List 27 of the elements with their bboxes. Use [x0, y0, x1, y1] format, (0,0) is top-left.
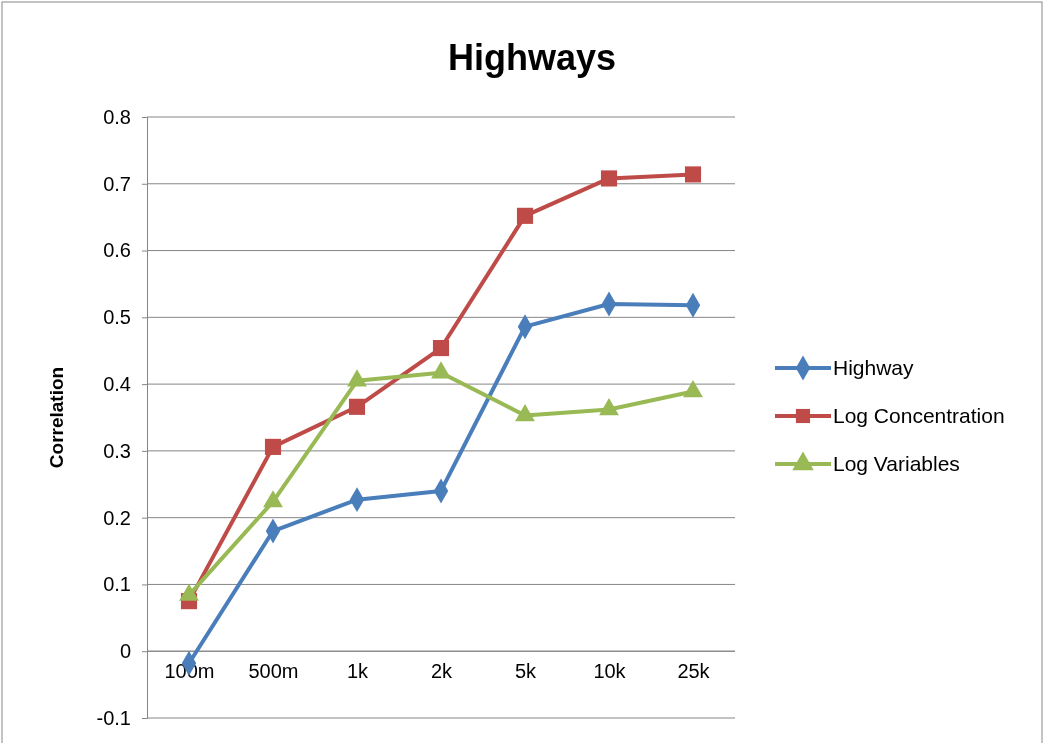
- y-tick-label: 0.8: [103, 105, 131, 128]
- y-tick-label: 0.3: [103, 439, 131, 462]
- y-axis-title: Correlation: [46, 366, 67, 469]
- y-tick-label: 0.1: [103, 573, 131, 596]
- y-tick-label: 0: [119, 640, 131, 663]
- x-tick-label: 5k: [514, 660, 538, 683]
- x-tick-label: 2k: [430, 660, 454, 683]
- point: [516, 207, 534, 224]
- legend-label: Log Concentration: [833, 404, 1005, 427]
- point: [264, 438, 282, 455]
- point: [348, 398, 366, 415]
- y-tick-label: 0.5: [103, 306, 131, 329]
- y-tick-label: 0.2: [103, 506, 131, 529]
- x-tick-label: 25k: [677, 660, 711, 683]
- x-tick-label: 10k: [593, 660, 627, 683]
- point: [600, 170, 618, 187]
- x-tick-label: 500m: [248, 660, 299, 683]
- y-tick-label: 0.4: [103, 373, 131, 396]
- legend-label: Highway: [833, 356, 915, 379]
- point: [432, 339, 450, 357]
- point: [684, 166, 702, 183]
- y-tick-label: 0.6: [103, 239, 131, 262]
- y-tick-label: -0.1: [96, 706, 131, 729]
- chart-title: Highways: [447, 37, 617, 78]
- x-tick-label: 1k: [346, 660, 370, 683]
- legend-label: Log Variables: [833, 452, 960, 475]
- y-tick-label: 0.7: [103, 172, 131, 195]
